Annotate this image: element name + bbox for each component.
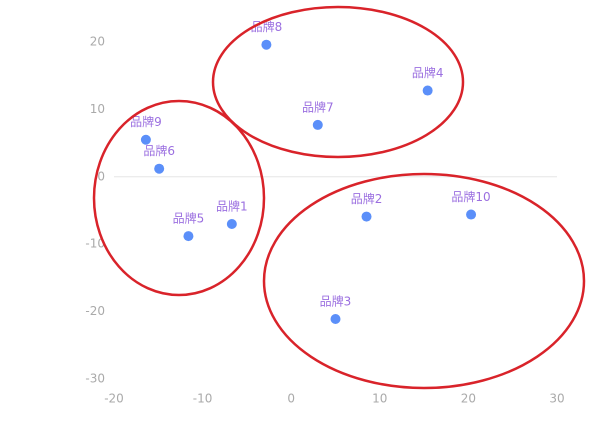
y-tick-label: -30 [85, 372, 105, 386]
y-tick-label: 10 [90, 102, 105, 116]
cluster-ellipse [211, 5, 465, 159]
y-tick-label: 0 [97, 169, 105, 183]
point-label: 品牌3 [320, 295, 352, 309]
point-label: 品牌9 [130, 115, 162, 129]
annotations [92, 5, 586, 390]
point [154, 163, 165, 174]
y-tick-label: -20 [85, 304, 105, 318]
point-label: 品牌7 [302, 100, 334, 114]
point [183, 231, 194, 242]
point [422, 85, 433, 96]
x-tick-label: 10 [372, 392, 387, 406]
point [312, 119, 323, 130]
x-tick-label: -10 [193, 392, 213, 406]
x-tick-label: 0 [287, 392, 295, 406]
y-tick-label: 20 [90, 35, 105, 49]
point-label: 品牌2 [351, 192, 383, 206]
point [261, 39, 272, 50]
y-tick-label: -10 [85, 237, 105, 251]
cluster-ellipse [262, 172, 586, 390]
point-label: 品牌4 [412, 66, 444, 80]
point [361, 211, 372, 222]
point-label: 品牌6 [143, 144, 175, 158]
x-tick-label: 20 [461, 392, 476, 406]
point [226, 218, 237, 229]
point [140, 134, 151, 145]
point-label: 品牌5 [173, 212, 205, 226]
point-label: 品牌8 [251, 20, 283, 34]
point [466, 209, 477, 220]
point-label: 品牌10 [451, 190, 490, 204]
point [330, 314, 341, 325]
point-label: 品牌1 [216, 199, 248, 213]
x-tick-label: 30 [549, 392, 564, 406]
cluster-ellipse [92, 99, 266, 297]
x-tick-label: -20 [104, 392, 124, 406]
